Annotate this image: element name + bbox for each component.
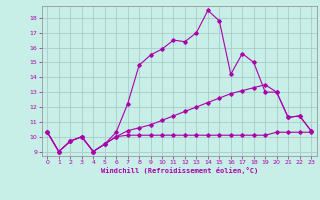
X-axis label: Windchill (Refroidissement éolien,°C): Windchill (Refroidissement éolien,°C)	[100, 167, 258, 174]
